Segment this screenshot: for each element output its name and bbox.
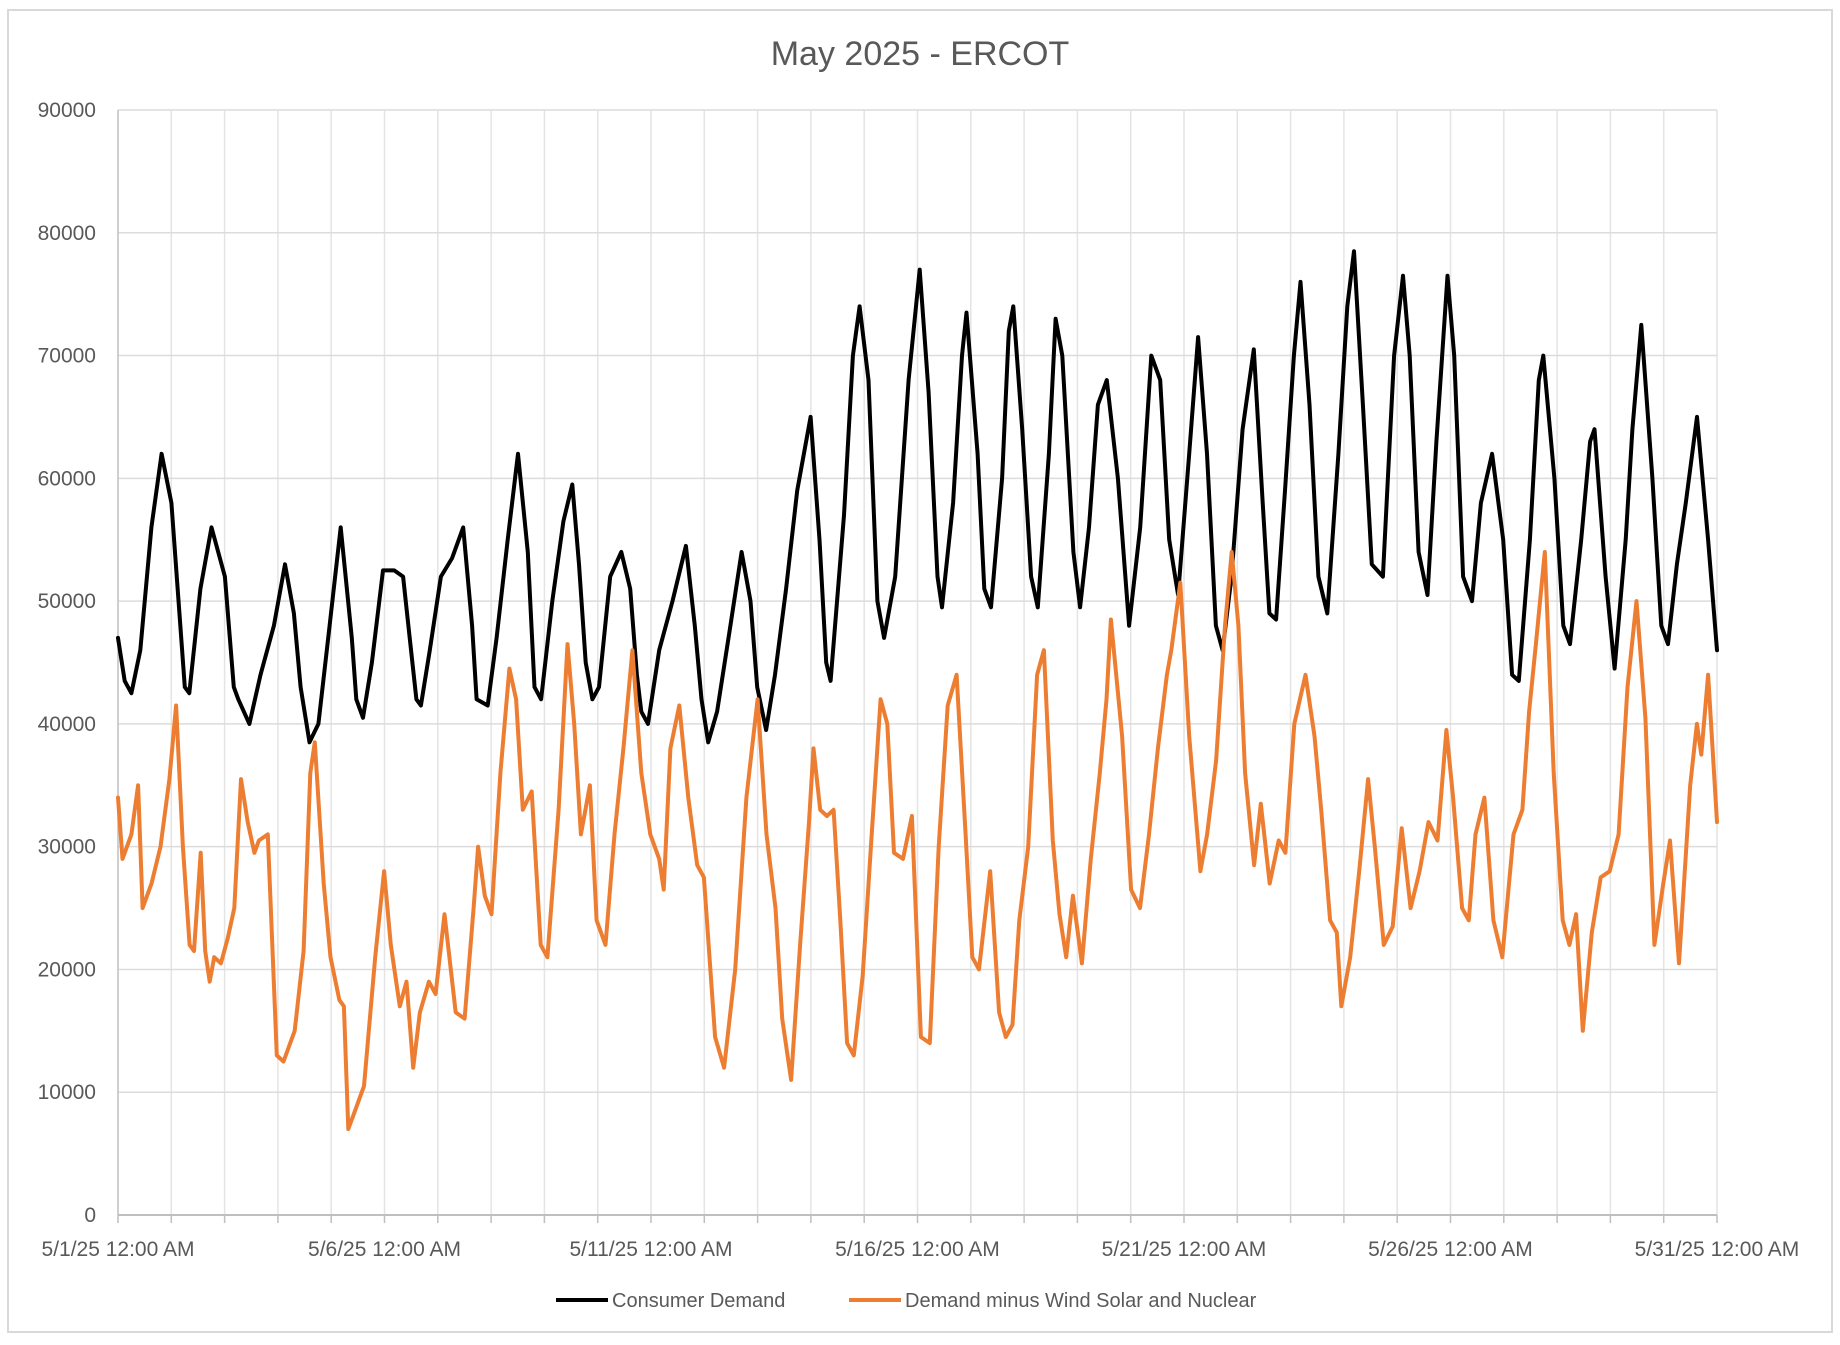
vertical-gridlines — [170, 110, 1718, 1215]
y-tick-label: 70000 — [38, 345, 96, 368]
x-tick-label: 5/11/25 12:00 AM — [569, 1238, 732, 1261]
y-tick-label: 40000 — [38, 713, 96, 736]
legend-label-demand-minus-wind-solar-nuclear: Demand minus Wind Solar and Nuclear — [905, 1290, 1257, 1312]
y-tick-label: 60000 — [38, 467, 96, 490]
y-tick-label: 10000 — [38, 1081, 96, 1104]
horizontal-gridlines — [118, 109, 1717, 1093]
chart-title: May 2025 - ERCOT — [771, 35, 1070, 73]
y-tick-label: 0 — [84, 1204, 96, 1227]
x-tick-label: 5/1/25 12:00 AM — [42, 1238, 195, 1261]
x-tick-label: 5/26/25 12:00 AM — [1368, 1238, 1533, 1261]
y-tick-label: 30000 — [38, 836, 96, 859]
y-tick-label: 20000 — [38, 958, 96, 981]
series-line-consumer-demand — [116, 249, 1719, 745]
series-lines — [116, 249, 1719, 1132]
y-axis-tick-labels: 0 10000 20000 30000 40000 50000 60000 70000 8000… — [38, 99, 96, 1227]
x-tick-label: 5/31/25 12:00 AM — [1635, 1238, 1800, 1261]
legend-label-consumer-demand: Consumer Demand — [612, 1290, 785, 1312]
x-axis-tick-labels: 5/1/25 12:00 AM 5/6/25 12:00 AM 5/11/25 12… — [42, 1238, 1800, 1261]
axes — [117, 110, 1718, 1223]
series-line-demand-minus-wind-solar-nuclear — [116, 550, 1719, 1132]
chart-border — [7, 9, 1833, 1333]
y-tick-label: 90000 — [38, 99, 96, 122]
x-tick-label: 5/21/25 12:00 AM — [1102, 1238, 1267, 1261]
x-tick-label: 5/16/25 12:00 AM — [835, 1238, 1000, 1261]
y-tick-label: 80000 — [38, 222, 96, 245]
x-tick-label: 5/6/25 12:00 AM — [308, 1238, 461, 1261]
legend: Consumer Demand Demand minus Wind Solar a… — [556, 1290, 1257, 1312]
y-tick-label: 50000 — [38, 590, 96, 613]
